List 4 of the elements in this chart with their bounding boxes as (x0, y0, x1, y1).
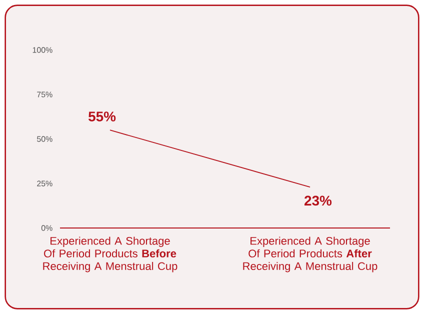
data-label: 23% (304, 196, 332, 206)
data-label: 55% (88, 112, 116, 122)
x-tick-label: Experienced A Shortage Of Period Products After Receiving A Menstrual Cup (243, 236, 378, 272)
x-tick-label: Experienced A Shortage Of Period Products Before Receiving A Menstrual Cup (43, 236, 178, 272)
